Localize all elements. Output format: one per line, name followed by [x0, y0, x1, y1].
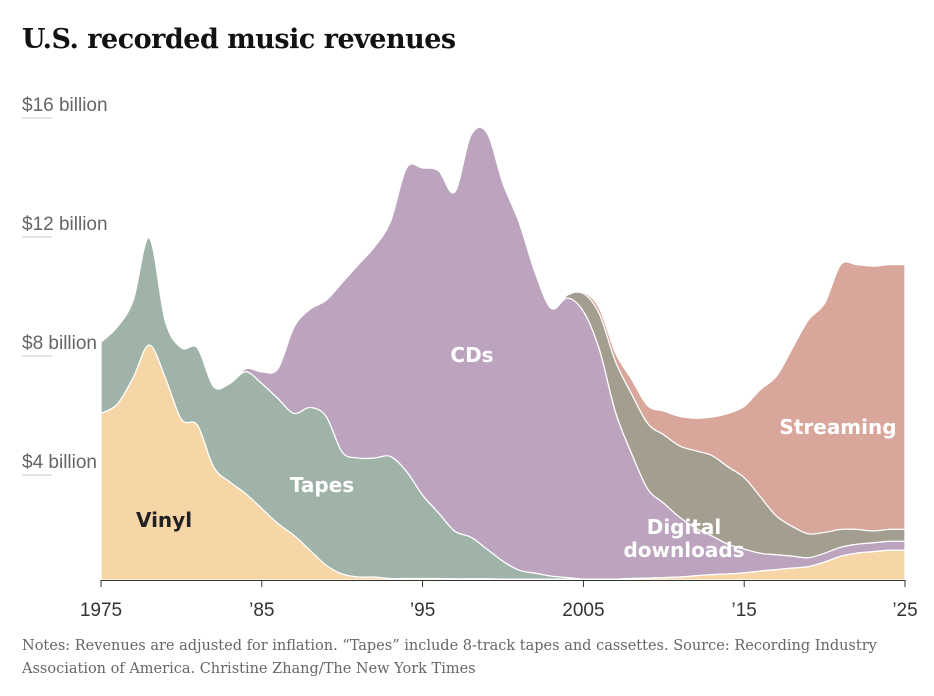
- x-tick-label: ’85: [249, 600, 274, 621]
- y-axis: $4 billion $8 billion $12 billion $16 billi…: [22, 95, 108, 476]
- y-tick-label: $12 billion: [22, 214, 108, 235]
- series-label-vinyl: Vinyl: [136, 508, 192, 532]
- y-tick-label: $8 billion: [22, 333, 97, 354]
- area-vinyl: [100, 344, 906, 581]
- x-tick-label: 1975: [80, 600, 122, 621]
- series-label-digital-downloads: downloads: [623, 538, 744, 562]
- revenue-area-chart: $4 billion $8 billion $12 billion $16 billi…: [22, 95, 918, 621]
- x-tick-label: ’25: [892, 600, 917, 621]
- chart-notes: Notes: Revenues are adjusted for inflati…: [22, 638, 877, 677]
- page-title: U.S. recorded music revenues: [22, 24, 456, 55]
- x-tick-label: ’15: [732, 600, 757, 621]
- x-axis: 1975 ’85 ’95 2005 ’15 ’25: [80, 580, 918, 621]
- x-tick-label: 2005: [562, 600, 604, 621]
- x-tick-label: ’95: [410, 600, 435, 621]
- series-label-digital-downloads: Digital: [647, 515, 722, 539]
- series-label-tapes: Tapes: [290, 473, 354, 497]
- y-tick-label: $16 billion: [22, 95, 108, 116]
- y-tick-label: $4 billion: [22, 452, 97, 473]
- series-label-cds: CDs: [450, 343, 493, 367]
- series-label-streaming: Streaming: [779, 415, 896, 439]
- chart-areas: [100, 126, 906, 581]
